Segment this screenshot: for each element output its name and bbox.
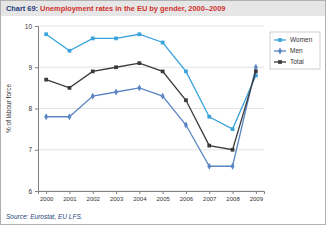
y-axis-title: % of labour force (5, 84, 12, 134)
y-tick-label: 8 (28, 105, 32, 112)
y-tick-mark (35, 191, 38, 192)
x-tick-mark (93, 191, 94, 194)
y-tick: 10 (25, 23, 38, 30)
x-tick-label: 2000 (40, 196, 54, 202)
title-bar (1, 1, 325, 16)
series-marker (231, 163, 235, 170)
chart: Chart 69: Unemployment rates in the EU b… (0, 0, 326, 225)
y-tick: 7 (28, 146, 38, 153)
x-tick-label: 2001 (63, 196, 77, 202)
series-marker (114, 65, 118, 69)
series-marker (67, 113, 71, 120)
series-marker (184, 98, 188, 102)
series-marker (68, 86, 72, 90)
x-tick-label: 2005 (156, 196, 170, 202)
series-marker (161, 93, 165, 100)
x-tick: 2005 (156, 191, 170, 202)
legend-marker (278, 48, 282, 55)
legend-label: Total (290, 58, 304, 65)
y-tick: 8 (28, 105, 38, 112)
series-marker (207, 144, 211, 148)
x-tick: 2001 (63, 191, 77, 202)
series-group (44, 32, 258, 169)
legend-marker (278, 60, 282, 64)
y-axis: 6 7 8 9 10 (25, 23, 39, 195)
series-marker (44, 78, 48, 82)
x-tick-label: 2006 (180, 196, 194, 202)
frame (1, 1, 326, 225)
series-marker (207, 115, 211, 119)
x-tick: 2002 (87, 191, 101, 202)
x-tick: 2009 (250, 191, 264, 202)
series-marker (137, 61, 141, 65)
y-tick-mark (35, 150, 38, 151)
x-tick-mark (46, 191, 47, 194)
grid-line (38, 108, 264, 109)
series-marker (184, 122, 188, 129)
x-tick-mark (163, 191, 164, 194)
x-tick-label: 2002 (87, 196, 101, 202)
legend: Women Men Total (270, 32, 320, 69)
series-marker (137, 84, 141, 91)
series-marker (91, 93, 95, 100)
x-tick-label: 2003 (110, 196, 124, 202)
series-marker (114, 89, 118, 96)
series-marker (44, 32, 48, 36)
series-marker (207, 163, 211, 170)
series-marker (137, 32, 141, 36)
series-marker (44, 113, 48, 120)
legend-marker (278, 38, 282, 42)
x-tick-label: 2008 (226, 196, 240, 202)
x-tick-mark (186, 191, 187, 194)
plot: 6789102000200120022003200420052006200720… (25, 23, 265, 203)
y-axis-line (35, 27, 39, 192)
legend-box (270, 32, 320, 69)
series-marker (91, 37, 95, 41)
x-tick-mark (256, 191, 257, 194)
series-marker (68, 49, 72, 53)
series-marker (184, 70, 188, 74)
series-line (46, 63, 256, 150)
y-tick-label: 10 (25, 23, 33, 30)
y-tick: 6 (28, 188, 38, 195)
y-tick-mark (35, 109, 38, 110)
x-tick: 2008 (226, 191, 240, 202)
x-axis: 2000 2001 2002 2003 2004 2005 2006 2007 2008 2009 (39, 191, 265, 202)
x-axis-line (39, 192, 265, 195)
series-marker (91, 70, 95, 74)
grid-line (38, 26, 264, 27)
source: Source: Eurostat, EU LFS. (6, 213, 83, 220)
x-tick: 2004 (133, 191, 147, 202)
series-marker (231, 127, 235, 131)
x-tick-mark (69, 191, 70, 194)
series-marker (114, 37, 118, 41)
x-tick-label: 2007 (203, 196, 217, 202)
y-tick-label: 7 (28, 146, 32, 153)
x-tick: 2003 (110, 191, 124, 202)
y-tick-label: 9 (28, 64, 32, 71)
x-tick-mark (209, 191, 210, 194)
series-marker (161, 41, 165, 45)
legend-label: Men (290, 47, 303, 54)
x-tick-mark (116, 191, 117, 194)
x-tick-label: 2004 (133, 196, 147, 202)
x-tick: 2006 (180, 191, 194, 202)
y-tick-mark (35, 67, 38, 68)
series-marker (161, 70, 165, 74)
y-tick-label: 6 (28, 188, 32, 195)
x-tick-mark (139, 191, 140, 194)
legend-label: Women (290, 36, 313, 43)
y-tick: 9 (28, 64, 38, 71)
series-marker (254, 70, 258, 74)
title: Chart 69: Unemployment rates in the EU b… (6, 4, 225, 13)
x-tick: 2007 (203, 191, 217, 202)
y-tick-mark (35, 26, 38, 27)
x-tick: 2000 (40, 191, 54, 202)
x-tick-label: 2009 (250, 196, 264, 202)
series-marker (231, 148, 235, 152)
x-tick-mark (233, 191, 234, 194)
